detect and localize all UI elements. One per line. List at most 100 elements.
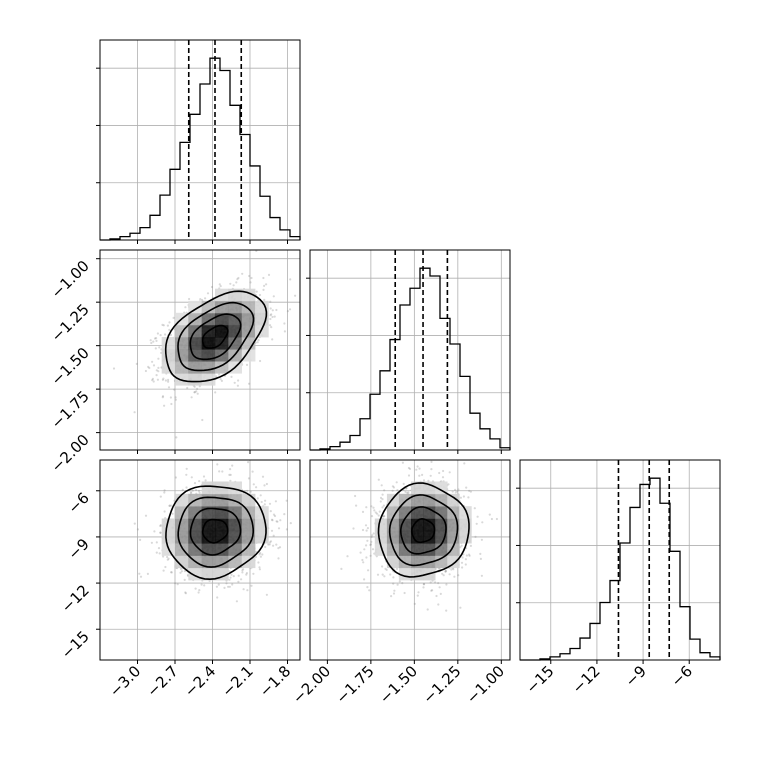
scatter-point xyxy=(260,500,263,504)
scatter-point xyxy=(236,278,239,281)
scatter-point xyxy=(468,489,471,492)
scatter-point xyxy=(377,514,380,517)
scatter-point xyxy=(241,571,244,574)
density-cell xyxy=(423,518,436,532)
scatter-point xyxy=(457,488,460,491)
histogram-panel-first xyxy=(96,39,301,244)
scatter-point xyxy=(383,489,386,492)
scatter-point xyxy=(390,595,393,598)
scatter-point xyxy=(460,544,463,547)
scatter-point xyxy=(112,367,116,370)
scatter-point xyxy=(286,310,289,313)
scatter-point xyxy=(381,493,384,496)
scatter-point xyxy=(277,547,280,550)
scatter-point xyxy=(459,606,462,609)
scatter-point xyxy=(444,570,447,573)
scatter-point xyxy=(268,502,272,505)
scatter-point xyxy=(153,337,157,340)
scatter-point xyxy=(264,499,267,502)
density-cell xyxy=(374,543,388,556)
scatter-point xyxy=(155,374,158,377)
contour-line xyxy=(377,482,470,578)
scatter-point xyxy=(237,379,240,382)
scatter-point xyxy=(429,581,432,584)
contour-line xyxy=(177,301,255,372)
scatter-point xyxy=(361,510,365,513)
scatter-point xyxy=(169,333,172,337)
scatter-point xyxy=(199,298,202,301)
density-cell xyxy=(374,518,388,532)
scatter-point xyxy=(438,471,441,475)
scatter-point xyxy=(383,515,386,518)
scatter-point xyxy=(431,589,434,592)
y-tick-label: −15 xyxy=(58,627,93,662)
scatter-point xyxy=(464,563,467,566)
scatter-point xyxy=(151,360,154,363)
scatter-point xyxy=(159,531,162,534)
scatter-point xyxy=(426,608,429,611)
scatter-point xyxy=(159,524,162,528)
scatter-point xyxy=(366,527,369,530)
scatter-point xyxy=(269,307,272,310)
scatter-point xyxy=(219,378,222,381)
scatter-point xyxy=(263,503,266,506)
scatter-point xyxy=(252,483,255,486)
scatter-point xyxy=(365,544,368,547)
density-cell xyxy=(447,543,460,556)
x-tick-label: −1.00 xyxy=(463,662,508,707)
scatter-point xyxy=(139,575,143,578)
histogram-step-line xyxy=(520,477,721,661)
scatter-point xyxy=(170,571,173,574)
scatter-point xyxy=(172,316,175,319)
contour-line xyxy=(189,507,242,556)
scatter-point xyxy=(404,490,407,493)
scatter-point xyxy=(133,411,136,414)
scatter-point xyxy=(495,517,498,521)
scatter-point xyxy=(461,556,464,559)
scatter-point xyxy=(237,580,240,583)
scatter-point xyxy=(246,489,249,492)
scatter-point xyxy=(476,515,479,518)
scatter-point xyxy=(371,534,374,537)
scatter-point xyxy=(361,528,365,532)
scatter-point xyxy=(155,551,158,554)
density-cell xyxy=(241,349,256,362)
scatter-point xyxy=(355,504,358,507)
density-cell xyxy=(201,518,216,532)
scatter-point xyxy=(469,490,472,493)
density-cell xyxy=(447,493,460,507)
scatter-point xyxy=(468,554,471,557)
scatter-point xyxy=(179,567,182,571)
scatter-point xyxy=(162,377,165,380)
x-tick-label: −3.0 xyxy=(106,662,144,700)
scatter-point xyxy=(193,391,196,394)
scatter-point xyxy=(396,583,399,586)
scatter-point xyxy=(258,566,261,569)
scatter-point xyxy=(173,499,176,502)
contour-line xyxy=(201,324,229,349)
scatter-point xyxy=(188,297,191,301)
scatter-point xyxy=(271,309,274,312)
scatter-point xyxy=(264,545,267,549)
scatter-point xyxy=(251,470,254,473)
scatter-point xyxy=(167,380,170,383)
scatter-point xyxy=(184,592,187,595)
scatter-point xyxy=(365,529,368,532)
x-tick-label: −9 xyxy=(622,662,650,690)
scatter-point xyxy=(242,568,245,571)
scatter-point xyxy=(256,497,259,500)
scatter-point xyxy=(225,582,228,585)
scatter-point xyxy=(269,540,273,543)
scatter-point xyxy=(480,574,483,577)
scatter-point xyxy=(289,522,292,525)
scatter-point xyxy=(136,528,139,531)
density-cell xyxy=(228,312,242,326)
y-tick-label: −2.00 xyxy=(48,431,93,476)
scatter-point xyxy=(155,339,158,342)
scatter-point xyxy=(200,583,203,586)
scatter-point xyxy=(447,483,450,486)
scatter-point xyxy=(415,468,418,471)
panel-frame xyxy=(309,249,511,451)
scatter-point xyxy=(479,552,482,556)
scatter-point xyxy=(229,282,232,285)
